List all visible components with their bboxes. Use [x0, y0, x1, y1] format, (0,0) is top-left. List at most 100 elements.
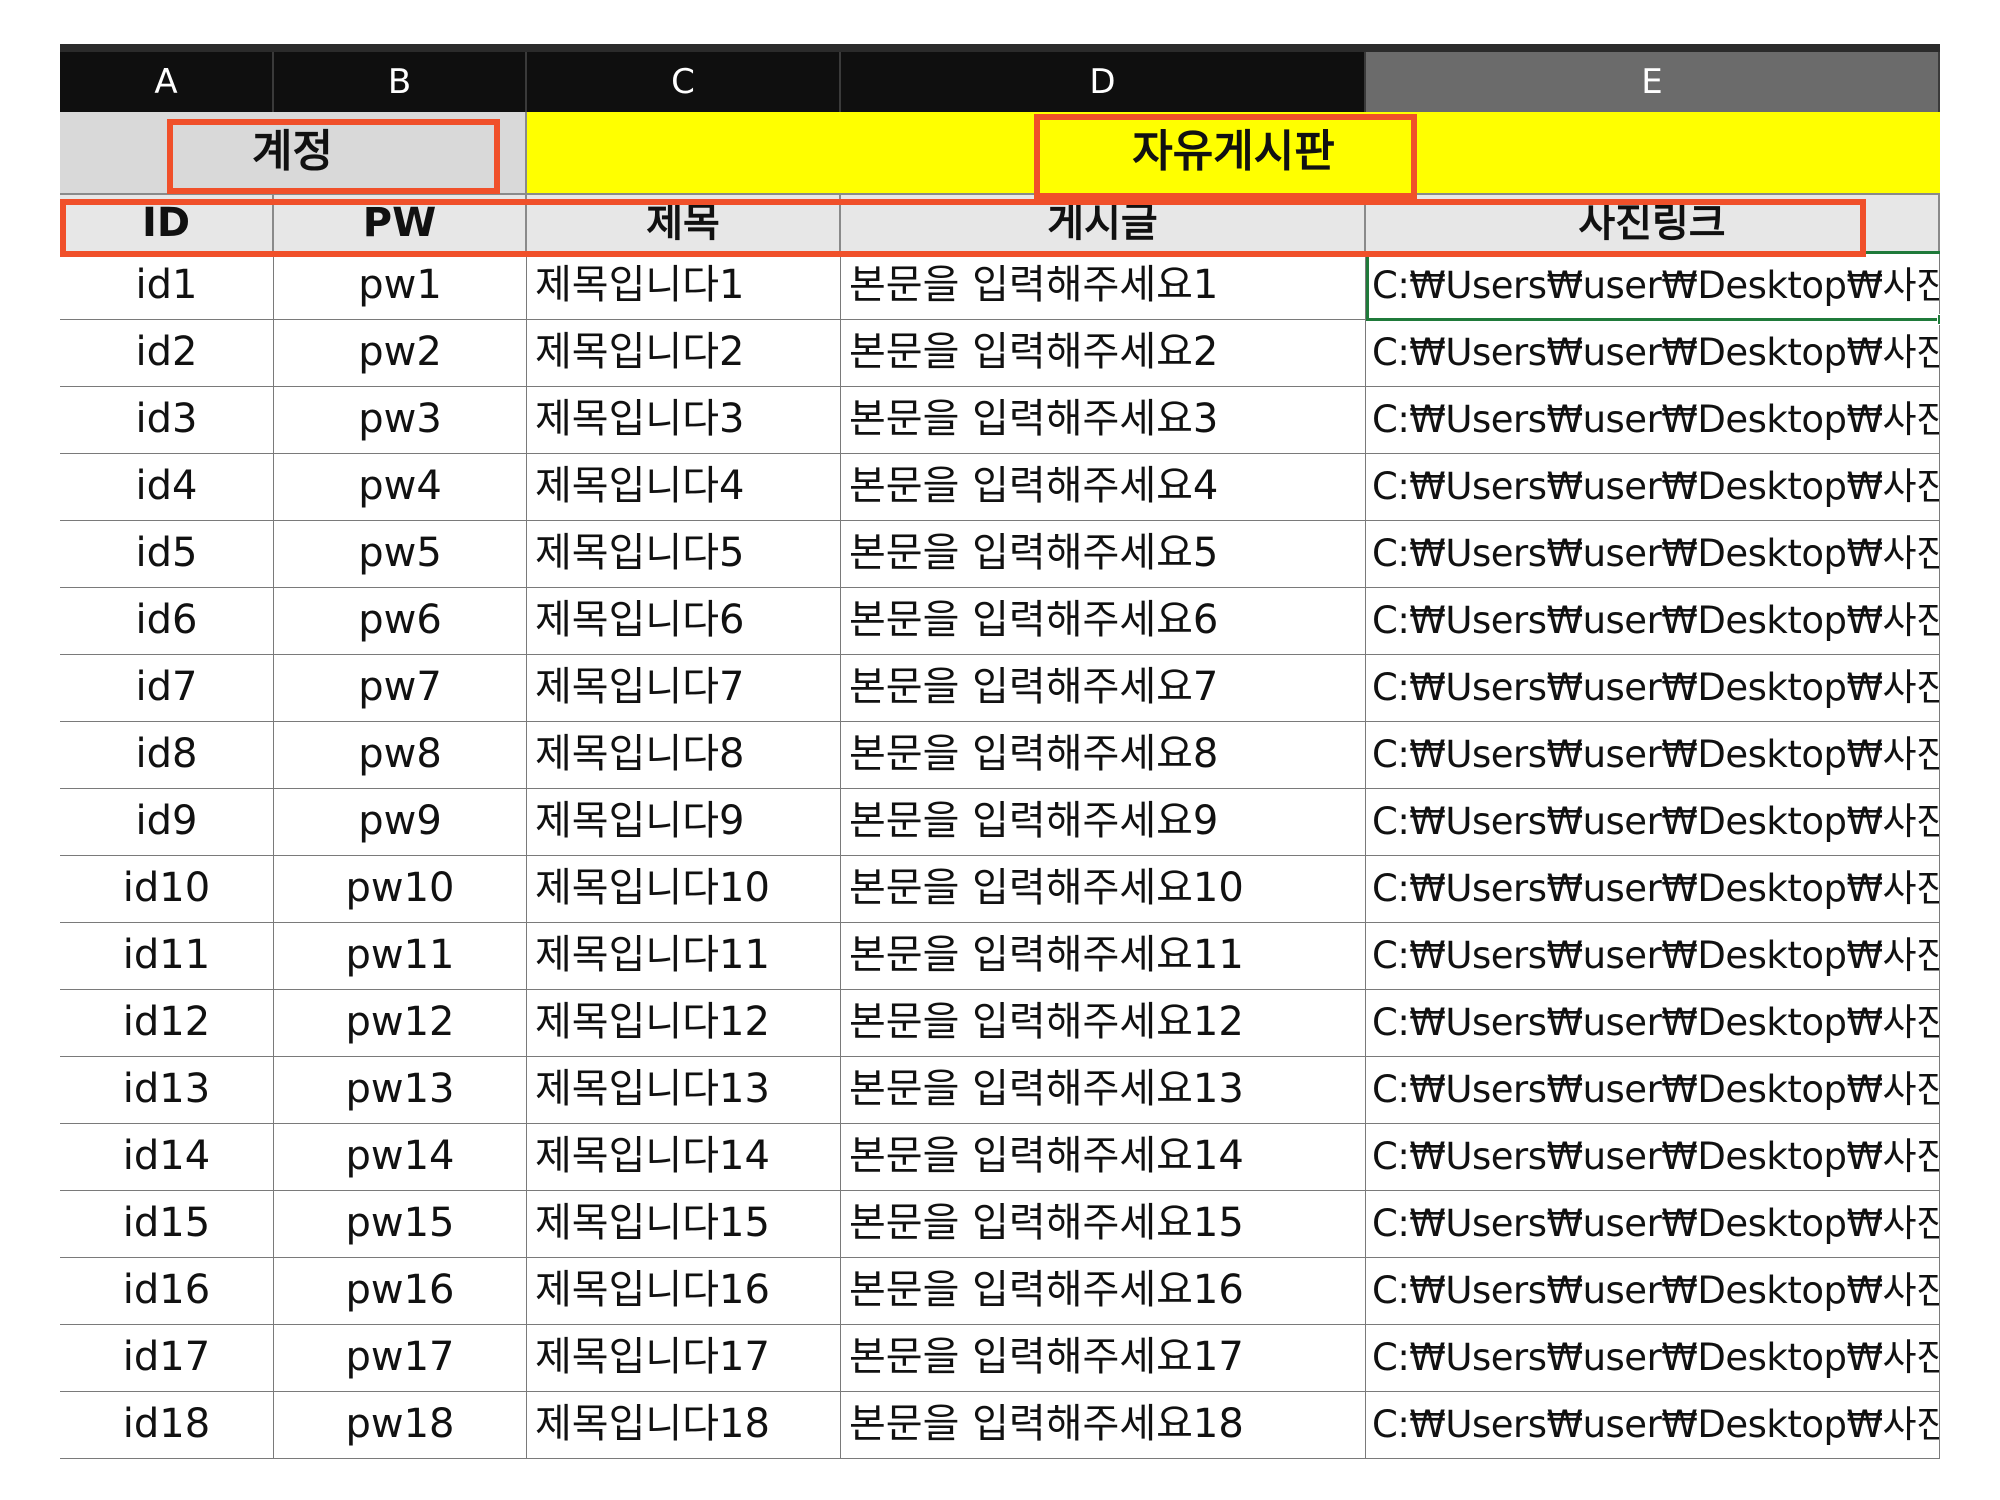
cell-pw[interactable]: pw18	[274, 1392, 527, 1459]
cell-photo-link[interactable]: C:₩Users₩user₩Desktop₩사진	[1366, 1392, 1940, 1459]
cell-photo-link[interactable]: C:₩Users₩user₩Desktop₩사진	[1366, 1258, 1940, 1325]
cell-title[interactable]: 제목입니다11	[527, 923, 841, 990]
cell-id[interactable]: id10	[60, 856, 274, 923]
column-header-e[interactable]: E	[1366, 52, 1940, 112]
cell-pw[interactable]: pw17	[274, 1325, 527, 1392]
cell-post[interactable]: 본문을 입력해주세요7	[841, 655, 1366, 722]
cell-title[interactable]: 제목입니다3	[527, 387, 841, 454]
cell-id[interactable]: id15	[60, 1191, 274, 1258]
cell-title[interactable]: 제목입니다16	[527, 1258, 841, 1325]
cell-pw[interactable]: pw1	[274, 253, 527, 320]
cell-post[interactable]: 본문을 입력해주세요10	[841, 856, 1366, 923]
cell-pw[interactable]: pw11	[274, 923, 527, 990]
cell-post[interactable]: 본문을 입력해주세요1	[841, 253, 1366, 320]
column-header-d[interactable]: D	[841, 52, 1366, 112]
cell-photo-link[interactable]: C:₩Users₩user₩Desktop₩사진	[1366, 990, 1940, 1057]
cell-id[interactable]: id18	[60, 1392, 274, 1459]
cell-title[interactable]: 제목입니다2	[527, 320, 841, 387]
cell-id[interactable]: id2	[60, 320, 274, 387]
cell-pw[interactable]: pw3	[274, 387, 527, 454]
cell-pw[interactable]: pw8	[274, 722, 527, 789]
cell-title[interactable]: 제목입니다1	[527, 253, 841, 320]
cell-pw[interactable]: pw12	[274, 990, 527, 1057]
cell-title[interactable]: 제목입니다6	[527, 588, 841, 655]
cell-pw[interactable]: pw5	[274, 521, 527, 588]
cell-post[interactable]: 본문을 입력해주세요2	[841, 320, 1366, 387]
cell-photo-link[interactable]: C:₩Users₩user₩Desktop₩사진	[1366, 320, 1940, 387]
cell-id[interactable]: id12	[60, 990, 274, 1057]
cell-photo-link[interactable]: C:₩Users₩user₩Desktop₩사진	[1366, 1057, 1940, 1124]
cell-pw[interactable]: pw16	[274, 1258, 527, 1325]
cell-photo-link[interactable]: C:₩Users₩user₩Desktop₩사진	[1366, 789, 1940, 856]
cell-pw[interactable]: pw7	[274, 655, 527, 722]
cell-title[interactable]: 제목입니다9	[527, 789, 841, 856]
cell-photo-link[interactable]: C:₩Users₩user₩Desktop₩사진	[1366, 387, 1940, 454]
cell-post[interactable]: 본문을 입력해주세요15	[841, 1191, 1366, 1258]
cell-post[interactable]: 본문을 입력해주세요9	[841, 789, 1366, 856]
free-board-group-cell[interactable]: 자유게시판	[527, 112, 1940, 195]
cell-photo-link[interactable]: C:₩Users₩user₩Desktop₩사진	[1366, 521, 1940, 588]
column-header-a[interactable]: A	[60, 52, 274, 112]
cell-title[interactable]: 제목입니다5	[527, 521, 841, 588]
cell-id[interactable]: id7	[60, 655, 274, 722]
cell-post[interactable]: 본문을 입력해주세요18	[841, 1392, 1366, 1459]
cell-photo-link[interactable]: C:₩Users₩user₩Desktop₩사진	[1366, 253, 1940, 320]
cell-title[interactable]: 제목입니다4	[527, 454, 841, 521]
cell-post[interactable]: 본문을 입력해주세요12	[841, 990, 1366, 1057]
cell-id[interactable]: id8	[60, 722, 274, 789]
cell-post[interactable]: 본문을 입력해주세요8	[841, 722, 1366, 789]
cell-post[interactable]: 본문을 입력해주세요4	[841, 454, 1366, 521]
cell-photo-link[interactable]: C:₩Users₩user₩Desktop₩사진	[1366, 588, 1940, 655]
cell-id[interactable]: id11	[60, 923, 274, 990]
header-title[interactable]: 제목	[527, 195, 841, 253]
cell-photo-link[interactable]: C:₩Users₩user₩Desktop₩사진	[1366, 722, 1940, 789]
cell-pw[interactable]: pw13	[274, 1057, 527, 1124]
cell-id[interactable]: id5	[60, 521, 274, 588]
cell-title[interactable]: 제목입니다17	[527, 1325, 841, 1392]
cell-post[interactable]: 본문을 입력해주세요16	[841, 1258, 1366, 1325]
cell-title[interactable]: 제목입니다12	[527, 990, 841, 1057]
cell-pw[interactable]: pw10	[274, 856, 527, 923]
cell-title[interactable]: 제목입니다7	[527, 655, 841, 722]
account-group-cell[interactable]: 계정	[60, 112, 527, 195]
cell-title[interactable]: 제목입니다13	[527, 1057, 841, 1124]
cell-post[interactable]: 본문을 입력해주세요5	[841, 521, 1366, 588]
cell-id[interactable]: id13	[60, 1057, 274, 1124]
column-header-c[interactable]: C	[527, 52, 841, 112]
cell-id[interactable]: id1	[60, 253, 274, 320]
cell-title[interactable]: 제목입니다15	[527, 1191, 841, 1258]
cell-id[interactable]: id16	[60, 1258, 274, 1325]
cell-pw[interactable]: pw15	[274, 1191, 527, 1258]
cell-title[interactable]: 제목입니다18	[527, 1392, 841, 1459]
cell-post[interactable]: 본문을 입력해주세요14	[841, 1124, 1366, 1191]
cell-title[interactable]: 제목입니다8	[527, 722, 841, 789]
cell-photo-link[interactable]: C:₩Users₩user₩Desktop₩사진	[1366, 1325, 1940, 1392]
cell-pw[interactable]: pw14	[274, 1124, 527, 1191]
cell-title[interactable]: 제목입니다14	[527, 1124, 841, 1191]
header-id[interactable]: ID	[60, 195, 274, 253]
cell-id[interactable]: id17	[60, 1325, 274, 1392]
cell-photo-link[interactable]: C:₩Users₩user₩Desktop₩사진	[1366, 856, 1940, 923]
cell-post[interactable]: 본문을 입력해주세요6	[841, 588, 1366, 655]
column-header-b[interactable]: B	[274, 52, 527, 112]
cell-id[interactable]: id14	[60, 1124, 274, 1191]
cell-photo-link[interactable]: C:₩Users₩user₩Desktop₩사진	[1366, 454, 1940, 521]
header-photo-link[interactable]: 사진링크	[1366, 195, 1940, 253]
header-pw[interactable]: PW	[274, 195, 527, 253]
cell-id[interactable]: id4	[60, 454, 274, 521]
cell-post[interactable]: 본문을 입력해주세요3	[841, 387, 1366, 454]
header-post[interactable]: 게시글	[841, 195, 1366, 253]
cell-id[interactable]: id3	[60, 387, 274, 454]
cell-id[interactable]: id6	[60, 588, 274, 655]
cell-id[interactable]: id9	[60, 789, 274, 856]
cell-photo-link[interactable]: C:₩Users₩user₩Desktop₩사진	[1366, 1191, 1940, 1258]
cell-post[interactable]: 본문을 입력해주세요11	[841, 923, 1366, 990]
cell-photo-link[interactable]: C:₩Users₩user₩Desktop₩사진	[1366, 655, 1940, 722]
cell-pw[interactable]: pw6	[274, 588, 527, 655]
cell-title[interactable]: 제목입니다10	[527, 856, 841, 923]
cell-post[interactable]: 본문을 입력해주세요13	[841, 1057, 1366, 1124]
cell-photo-link[interactable]: C:₩Users₩user₩Desktop₩사진	[1366, 1124, 1940, 1191]
cell-pw[interactable]: pw9	[274, 789, 527, 856]
cell-photo-link[interactable]: C:₩Users₩user₩Desktop₩사진	[1366, 923, 1940, 990]
cell-pw[interactable]: pw2	[274, 320, 527, 387]
